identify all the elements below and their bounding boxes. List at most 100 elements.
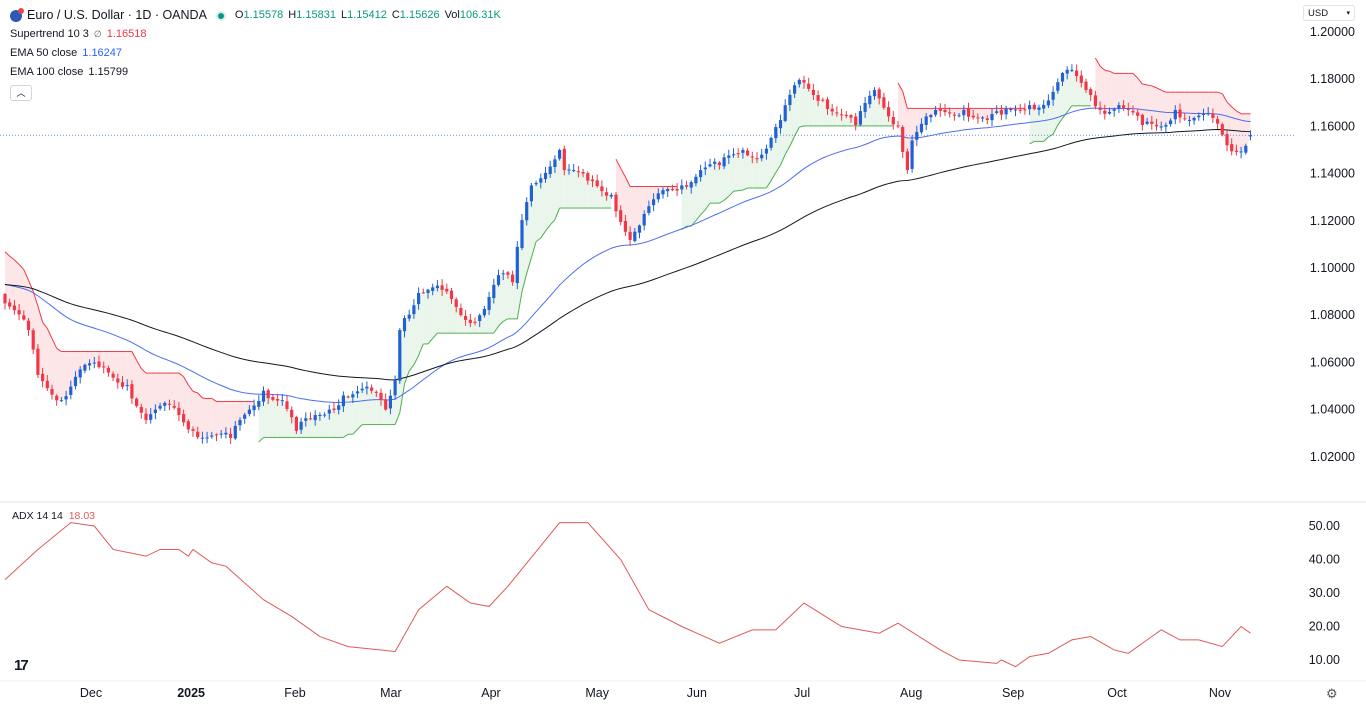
candle-body xyxy=(769,137,773,148)
supertrend-up-line xyxy=(394,412,401,425)
candle-body xyxy=(788,94,792,106)
collapse-legend-button[interactable]: ︿ xyxy=(10,85,32,101)
currency-select[interactable]: USD ▾ xyxy=(1303,5,1355,21)
supertrend-down-fill xyxy=(1114,73,1119,111)
candle xyxy=(139,403,143,419)
candle xyxy=(699,164,703,182)
candle-body xyxy=(501,273,505,275)
supertrend-down-fill xyxy=(1118,73,1124,107)
supertrend-up-fill xyxy=(376,392,381,425)
candle-body xyxy=(731,154,736,156)
candle xyxy=(590,175,595,188)
candle-body xyxy=(755,158,759,160)
candle-body xyxy=(1244,145,1248,153)
candle-body xyxy=(64,396,68,400)
candle xyxy=(496,269,501,287)
settings-gear-icon[interactable]: ⚙ xyxy=(1326,686,1338,701)
supertrend-up-fill xyxy=(498,273,504,327)
candle xyxy=(421,288,425,294)
supertrend-up-fill xyxy=(601,188,607,209)
candle xyxy=(388,389,392,415)
high-label: H xyxy=(288,9,297,21)
adx-legend[interactable]: ADX 14 14 18.03 xyxy=(12,510,95,522)
candle-body xyxy=(708,164,712,167)
price-tick-label: 1.20000 xyxy=(1310,25,1355,39)
candle-body xyxy=(849,115,853,118)
candle xyxy=(233,420,237,441)
supertrend-down-line xyxy=(615,158,622,169)
candle xyxy=(308,412,313,421)
candle xyxy=(214,433,219,442)
candle xyxy=(285,395,289,412)
candle-body xyxy=(454,299,458,307)
candle-body xyxy=(586,173,590,181)
indicator-supertrend[interactable]: Supertrend 10 3 ∅ 1.16518 xyxy=(10,25,501,44)
tradingview-logo[interactable]: 17 xyxy=(14,657,29,674)
supertrend-up-line xyxy=(738,189,743,192)
candle xyxy=(605,187,609,201)
supertrend-down-line xyxy=(42,321,48,329)
symbol-title[interactable]: Euro / U.S. Dollar · 1D · OANDA xyxy=(27,8,207,22)
candle xyxy=(1032,102,1036,111)
candle xyxy=(290,406,294,424)
candle xyxy=(741,147,745,159)
candle-body xyxy=(97,361,101,368)
supertrend-up-fill xyxy=(437,286,443,334)
supertrend-up-fill xyxy=(832,110,837,126)
supertrend-up-line xyxy=(258,437,264,443)
adx-axis[interactable]: 50.00 40.00 30.00 20.00 10.00 xyxy=(1309,519,1340,667)
supertrend-down-fill xyxy=(160,373,165,408)
supertrend-down-fill xyxy=(1100,66,1105,113)
candle-body xyxy=(1112,109,1116,111)
indicator-ema50[interactable]: EMA 50 close 1.16247 xyxy=(10,44,501,63)
candle-body xyxy=(802,79,806,83)
adx-line xyxy=(4,522,1251,668)
supertrend-up-fill xyxy=(432,286,438,339)
candle-body xyxy=(595,180,599,187)
supertrend-up-fill xyxy=(578,171,584,209)
candle-body xyxy=(976,117,980,119)
candle-body xyxy=(520,220,524,248)
chevron-down-icon: ▾ xyxy=(1346,10,1350,17)
time-tick-label: Dec xyxy=(80,686,102,700)
candle-body xyxy=(12,305,16,311)
supertrend-up-line xyxy=(516,291,523,319)
supertrend-up-fill xyxy=(1043,102,1049,142)
supertrend-down-line xyxy=(1099,65,1106,71)
candle-body xyxy=(106,367,110,373)
candle-body xyxy=(1131,110,1135,113)
candle-body xyxy=(313,415,317,421)
candle xyxy=(807,77,811,92)
candle xyxy=(31,328,35,355)
candle xyxy=(1192,116,1196,125)
price-axis[interactable]: 1.20000 1.18000 1.16000 1.14000 1.12000 1.100… xyxy=(1310,25,1355,464)
supertrend-down-line xyxy=(178,372,184,377)
candle xyxy=(760,148,764,162)
supertrend-up-fill xyxy=(841,114,847,126)
candle-body xyxy=(276,399,280,401)
time-axis[interactable]: Dec 2025 Feb Mar Apr May Jun Jul Aug Sep Oct Nov xyxy=(80,686,1232,700)
supertrend-down-line xyxy=(183,376,189,386)
supertrend-up-fill xyxy=(583,172,588,209)
candle-body xyxy=(261,390,266,402)
candle xyxy=(1046,94,1050,109)
candle xyxy=(431,283,435,296)
adx-tick-label: 50.00 xyxy=(1309,519,1340,533)
adx-pane[interactable] xyxy=(4,522,1251,668)
candle xyxy=(689,180,693,194)
candle xyxy=(750,151,754,164)
indicator-name: EMA 100 close xyxy=(10,66,84,78)
supertrend-down-fill xyxy=(225,401,231,436)
time-tick-label: Feb xyxy=(284,686,306,700)
candle-body xyxy=(388,395,392,409)
supertrend-up-fill xyxy=(691,180,696,227)
candle xyxy=(402,315,407,338)
price-pane[interactable] xyxy=(0,57,1295,444)
indicator-ema100[interactable]: EMA 100 close 1.15799 xyxy=(10,63,501,82)
candle xyxy=(1079,70,1083,88)
currency-label: USD xyxy=(1308,7,1329,19)
supertrend-up-fill xyxy=(747,152,753,188)
pane-separators xyxy=(0,501,1366,682)
candle xyxy=(1136,108,1140,121)
